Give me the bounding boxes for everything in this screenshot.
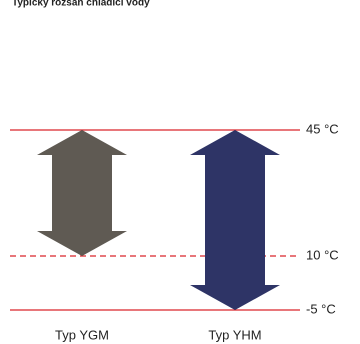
x-tick-label: Typ YGM bbox=[55, 327, 109, 342]
y-tick-label: 10 °C bbox=[306, 247, 339, 262]
y-tick-label: 45 °C bbox=[306, 121, 339, 136]
chart-title: Typický rozsah chladicí vody bbox=[12, 0, 150, 9]
x-tick-label: Typ YHM bbox=[208, 327, 261, 342]
range-arrow bbox=[37, 130, 127, 256]
y-tick-label: -5 °C bbox=[306, 301, 336, 316]
range-arrow bbox=[190, 130, 280, 310]
